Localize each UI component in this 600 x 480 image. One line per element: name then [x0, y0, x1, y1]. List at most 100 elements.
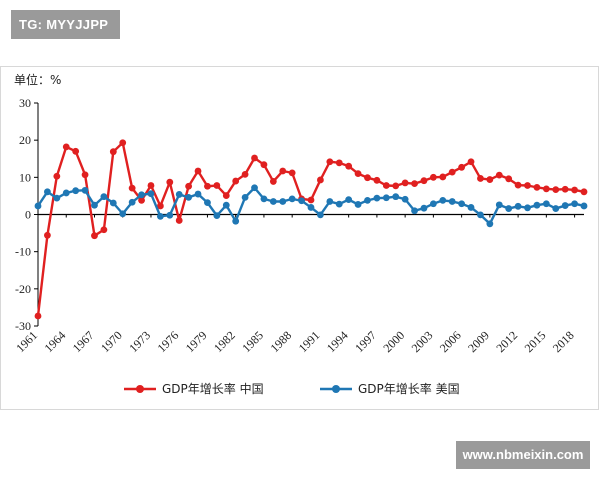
data-point — [458, 200, 466, 208]
data-point — [279, 167, 287, 175]
x-tick-label: 1967 — [70, 328, 97, 355]
data-point — [156, 212, 164, 220]
data-point — [91, 201, 98, 209]
data-point — [524, 182, 531, 189]
legend-label: GDP年增长率 中国 — [162, 381, 264, 396]
data-point — [62, 143, 70, 151]
data-point — [571, 186, 578, 194]
series-usa — [34, 184, 588, 228]
x-tick-label: 1970 — [98, 328, 125, 355]
data-point — [392, 193, 400, 201]
data-point — [269, 198, 277, 205]
data-point — [138, 196, 145, 204]
data-point — [364, 174, 371, 182]
data-point — [298, 197, 305, 205]
y-tick-label: -30 — [15, 319, 31, 333]
data-point — [119, 139, 127, 147]
data-point — [505, 175, 513, 183]
data-point — [561, 202, 569, 209]
data-point — [147, 182, 155, 189]
x-tick-label: 2018 — [550, 328, 577, 355]
data-point — [166, 178, 174, 186]
data-point — [307, 196, 315, 204]
x-tick-label: 1976 — [154, 328, 181, 355]
legend-item: GDP年增长率 中国 — [124, 381, 264, 396]
data-point — [288, 169, 296, 177]
data-point — [401, 195, 409, 203]
data-point — [392, 182, 400, 190]
data-point — [213, 182, 221, 189]
data-point — [552, 205, 560, 212]
data-point — [542, 200, 550, 208]
data-point — [345, 196, 353, 204]
x-axis: 1961 1964 1967 1970 1973 1976 1979 1982 1985 1988… — [13, 213, 584, 355]
data-point — [533, 183, 541, 191]
data-point — [382, 194, 390, 202]
data-point — [411, 180, 418, 188]
data-point — [251, 154, 258, 162]
data-point — [175, 217, 183, 224]
data-point — [128, 198, 136, 206]
data-point — [317, 176, 324, 184]
data-point — [354, 170, 362, 178]
data-point — [514, 202, 522, 210]
data-point — [53, 172, 61, 180]
legend-marker — [332, 385, 340, 393]
data-point — [34, 202, 42, 210]
data-point — [505, 205, 513, 212]
data-point — [81, 186, 89, 194]
series-china — [34, 139, 588, 320]
x-tick-label: 2000 — [380, 328, 407, 355]
x-tick-label: 2003 — [409, 328, 436, 355]
data-point — [44, 188, 51, 196]
x-tick-label: 2012 — [493, 328, 520, 355]
watermark-top: TG: MYYJJPP — [11, 10, 120, 39]
data-point — [260, 161, 268, 169]
data-point — [91, 232, 98, 240]
data-point — [326, 198, 334, 205]
data-point — [194, 167, 202, 175]
y-tick-label: 10 — [19, 170, 31, 184]
data-point — [495, 201, 503, 209]
y-tick-label: 0 — [25, 208, 31, 222]
data-point — [156, 202, 164, 210]
gdp-growth-line-chart: 单位：% -30 -20 -10 0 10 20 30 1961 1964 1967 1970 19… — [13, 72, 588, 396]
data-point — [204, 182, 211, 190]
data-point — [222, 201, 230, 209]
data-point — [241, 170, 249, 178]
data-point — [467, 158, 475, 166]
data-point — [307, 204, 315, 211]
data-point — [288, 195, 296, 203]
series-layer — [34, 139, 588, 320]
data-point — [44, 231, 51, 239]
legend-label: GDP年增长率 美国 — [358, 381, 460, 396]
data-point — [439, 196, 447, 204]
data-point — [34, 312, 42, 320]
data-point — [382, 182, 390, 189]
data-point — [175, 191, 183, 198]
data-point — [269, 178, 277, 185]
data-point — [580, 202, 588, 210]
data-point — [542, 185, 550, 193]
data-point — [185, 182, 193, 190]
x-tick-label: 1973 — [126, 328, 153, 355]
data-point — [448, 198, 456, 205]
data-point — [486, 176, 494, 183]
data-point — [335, 159, 343, 167]
data-point — [561, 185, 569, 193]
data-point — [580, 188, 588, 196]
data-point — [100, 193, 108, 201]
data-point — [486, 220, 494, 228]
data-point — [166, 211, 174, 219]
data-point — [232, 177, 240, 185]
data-point — [571, 200, 578, 208]
x-tick-label: 2009 — [465, 328, 492, 355]
data-point — [119, 210, 127, 218]
data-point — [128, 184, 136, 192]
y-tick-label: 20 — [19, 133, 31, 147]
data-point — [222, 192, 230, 199]
data-point — [477, 175, 484, 182]
x-tick-label: 1979 — [183, 328, 210, 355]
data-point — [185, 194, 193, 201]
x-tick-label: 1964 — [41, 328, 68, 355]
